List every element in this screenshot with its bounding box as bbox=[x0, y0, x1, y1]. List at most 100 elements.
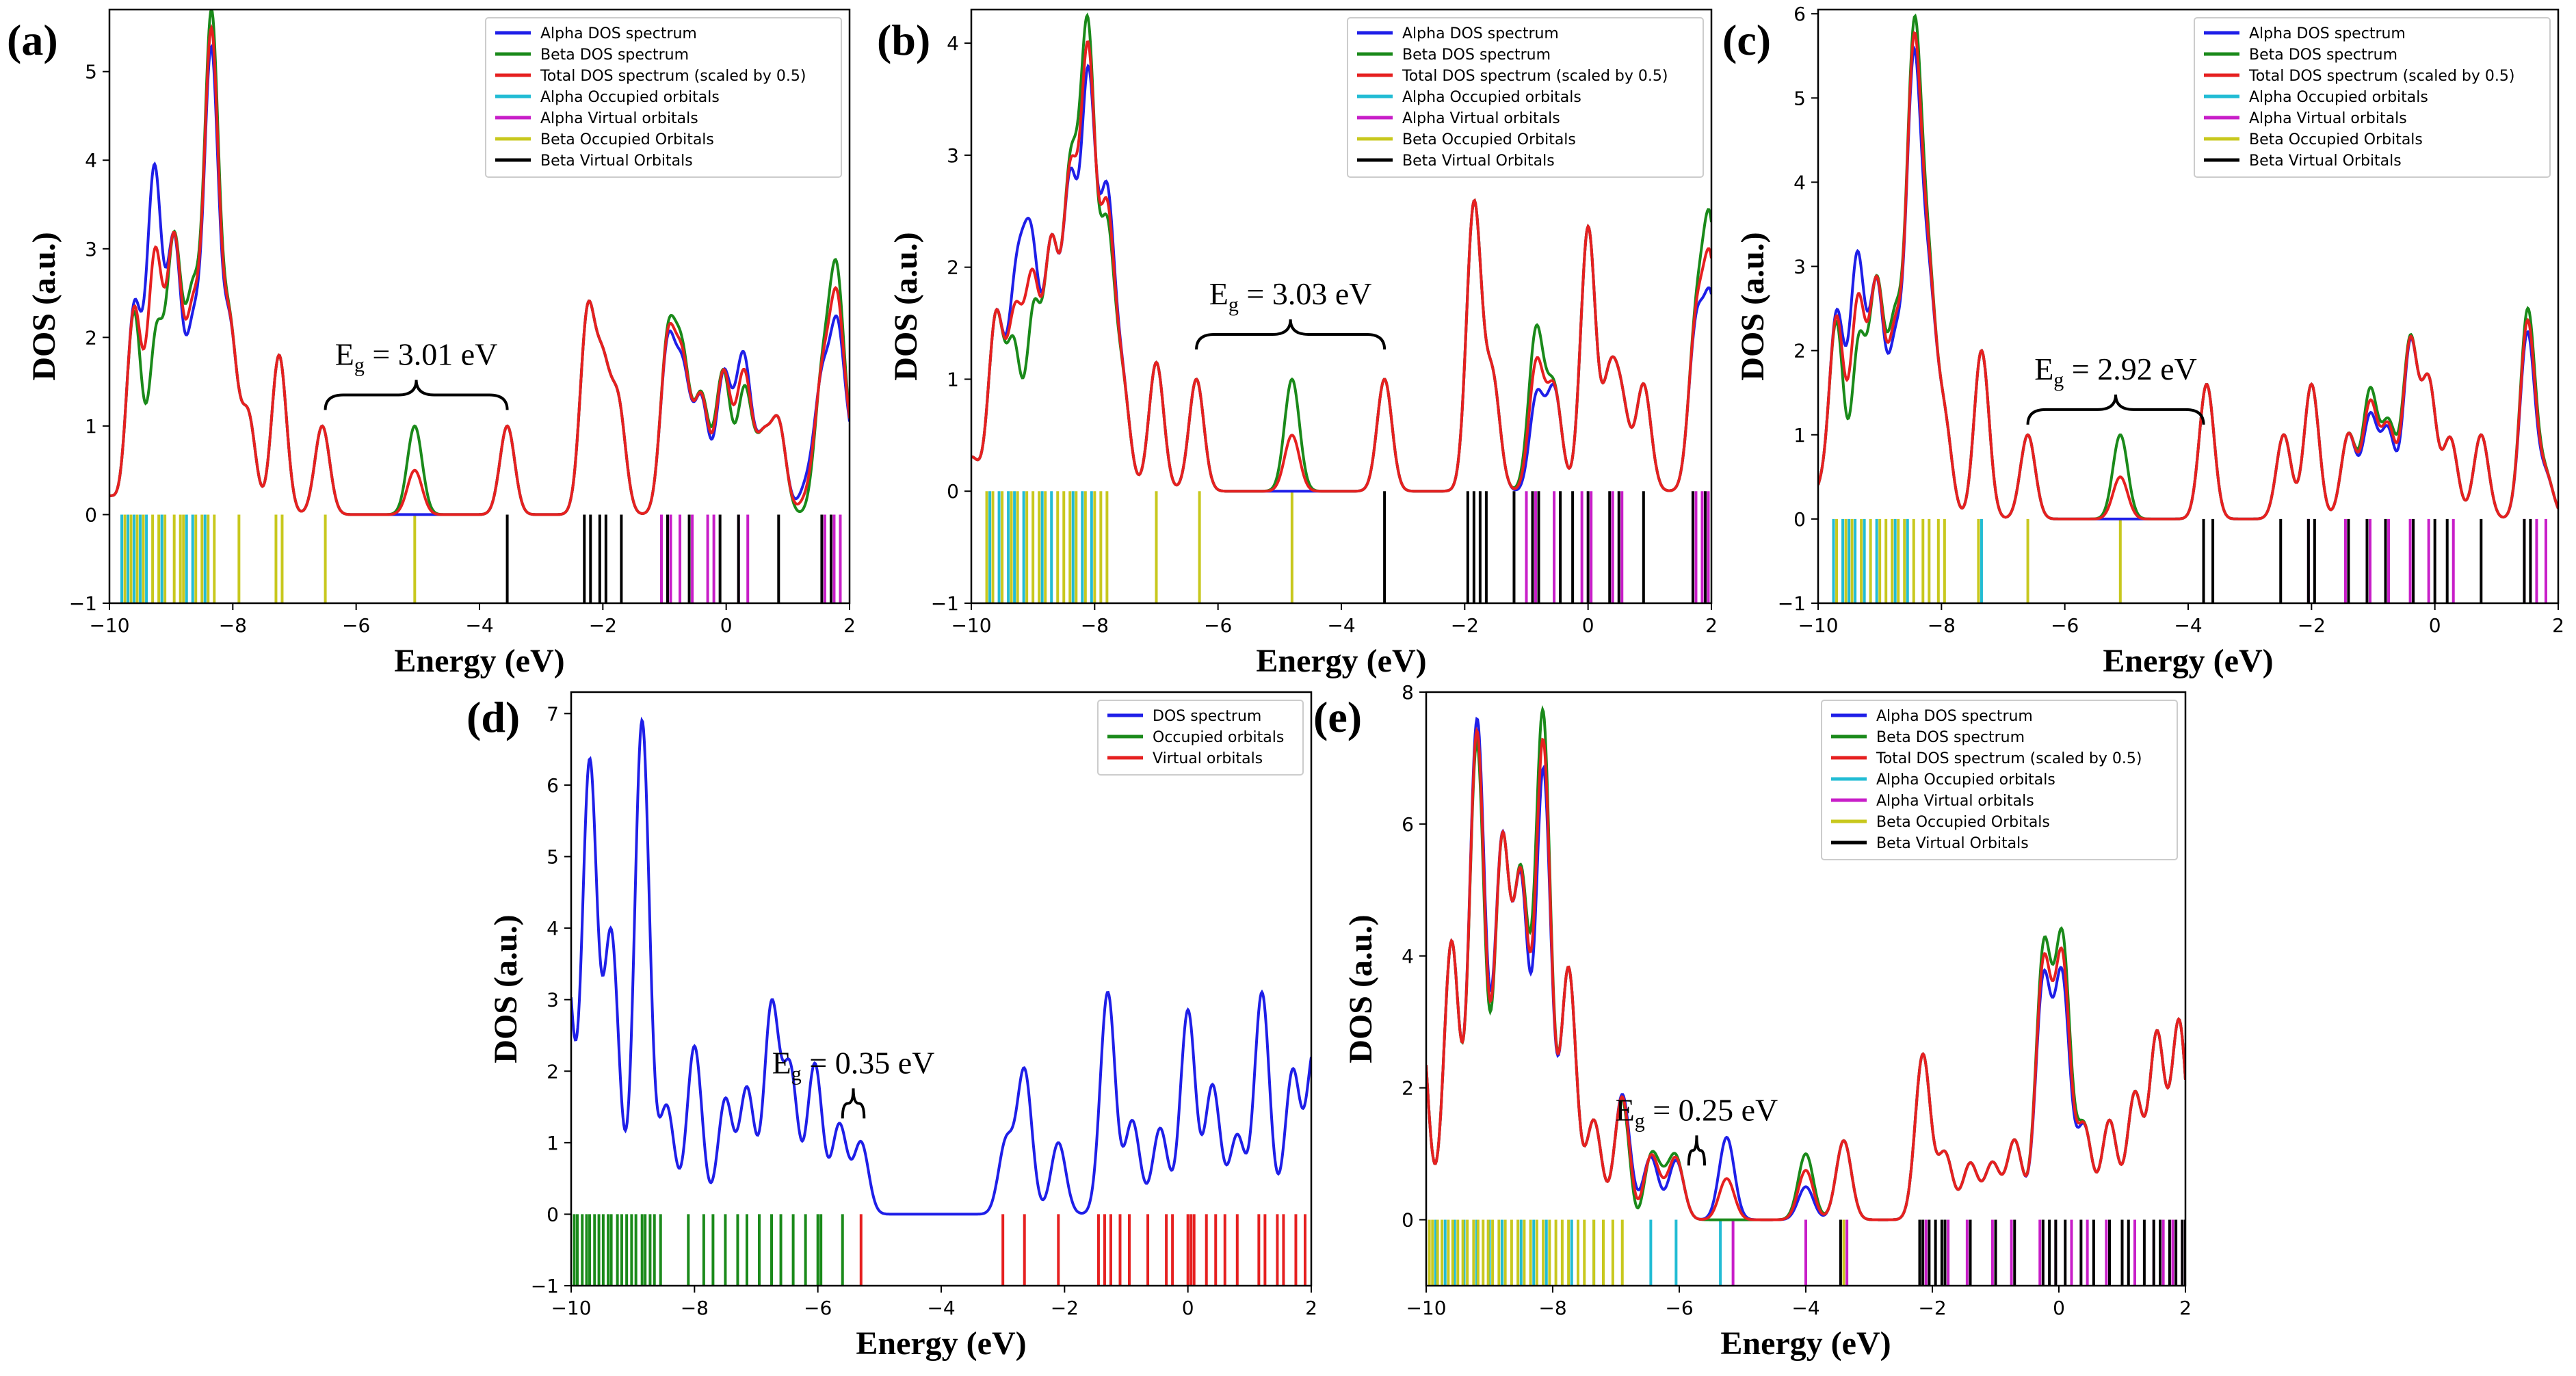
legend-entry: Alpha Occupied orbitals bbox=[540, 89, 720, 106]
legend-entry: Beta Virtual Orbitals bbox=[2249, 153, 2402, 170]
legend-box bbox=[1347, 17, 1704, 178]
y-tick-label: 4 bbox=[947, 32, 959, 55]
x-tick-label: −8 bbox=[219, 614, 247, 637]
plot-area bbox=[109, 10, 850, 603]
x-tick-label: −4 bbox=[927, 1297, 955, 1319]
legend-entry: Alpha Virtual orbitals bbox=[540, 110, 698, 127]
y-tick-label: 2 bbox=[1402, 1077, 1414, 1100]
x-tick-label: 2 bbox=[2552, 614, 2564, 637]
x-axis-title: Energy (eV) bbox=[394, 643, 564, 679]
panel-letter-c: (c) bbox=[1722, 16, 1772, 64]
y-tick-label: 3 bbox=[85, 238, 97, 261]
legend: Alpha DOS spectrum Beta DOS spectrum Total… bbox=[2194, 17, 2551, 178]
legend-entry: Total DOS spectrum (scaled by 0.5) bbox=[2248, 68, 2514, 85]
legend-entry: Beta DOS spectrum bbox=[1876, 729, 2025, 746]
y-tick-label: 1 bbox=[85, 415, 97, 438]
legend-entry: Alpha Virtual orbitals bbox=[1402, 110, 1560, 127]
plot-area bbox=[1818, 13, 2558, 603]
y-tick-label: 2 bbox=[1793, 340, 1806, 362]
legend-entry: Alpha Occupied orbitals bbox=[2249, 89, 2428, 106]
x-axis-title: Energy (eV) bbox=[856, 1325, 1026, 1362]
y-tick-label: 1 bbox=[947, 368, 959, 391]
legend-box bbox=[485, 17, 842, 178]
x-tick-label: −4 bbox=[465, 614, 493, 637]
x-axis-title: Energy (eV) bbox=[1720, 1325, 1891, 1362]
y-axis-title: DOS (a.u.) bbox=[1343, 914, 1379, 1063]
legend-entry: Beta DOS spectrum bbox=[540, 47, 689, 64]
legend-entry: Alpha Virtual orbitals bbox=[2249, 110, 2407, 127]
band-gap-value: 3.03 eV bbox=[1272, 276, 1372, 311]
legend-entry: Alpha DOS spectrum bbox=[540, 25, 697, 42]
band-gap-bracket bbox=[1687, 1135, 1706, 1166]
y-tick-label: 5 bbox=[85, 61, 97, 83]
x-tick-label: −6 bbox=[2051, 614, 2079, 637]
y-axis-title: DOS (a.u.) bbox=[488, 914, 524, 1063]
band-gap-value: 0.25 eV bbox=[1679, 1092, 1778, 1127]
y-tick-label: −1 bbox=[69, 592, 97, 615]
legend-entry: Alpha DOS spectrum bbox=[1402, 25, 1559, 42]
x-tick-label: −8 bbox=[1081, 614, 1109, 637]
y-tick-label: 1 bbox=[1793, 424, 1806, 447]
x-tick-label: −8 bbox=[681, 1297, 709, 1319]
y-tick-label: 0 bbox=[85, 503, 97, 526]
y-tick-label: −1 bbox=[1778, 592, 1806, 615]
legend-box bbox=[2194, 17, 2551, 178]
y-tick-label: 0 bbox=[547, 1203, 559, 1226]
legend-entry: Virtual orbitals bbox=[1153, 750, 1263, 767]
series-line-total bbox=[1426, 726, 2185, 1221]
y-tick-label: 2 bbox=[947, 256, 959, 279]
x-tick-label: −8 bbox=[1928, 614, 1956, 637]
legend-entry: Beta Occupied Orbitals bbox=[1402, 131, 1576, 148]
band-gap-bracket bbox=[841, 1088, 866, 1119]
band-gap-value: 3.01 eV bbox=[398, 337, 498, 372]
panel-e: −10 −8 −6 −4 −2 0 2 0 2 4 6 8 Energy (eV) DOS (a.u.) A… bbox=[1343, 681, 2192, 1362]
band-gap-bracket bbox=[2026, 394, 2205, 425]
y-tick-label: 2 bbox=[547, 1060, 559, 1083]
y-tick-label: 1 bbox=[547, 1132, 559, 1154]
band-gap-bracket bbox=[324, 380, 509, 410]
band-gap-label: Eg = 0.35 eV bbox=[772, 1045, 935, 1085]
y-tick-label: 5 bbox=[1793, 87, 1806, 109]
x-tick-label: −2 bbox=[1451, 614, 1479, 637]
x-tick-label: −6 bbox=[342, 614, 370, 637]
y-tick-label: 6 bbox=[1402, 813, 1414, 836]
y-tick-label: −1 bbox=[931, 592, 959, 615]
plot-area bbox=[971, 12, 1711, 603]
legend-entry: Beta Occupied Orbitals bbox=[1876, 814, 2050, 831]
legend-entry: Alpha DOS spectrum bbox=[2249, 25, 2406, 42]
legend-entry: Beta Occupied Orbitals bbox=[2249, 131, 2423, 148]
x-tick-label: −10 bbox=[951, 614, 991, 637]
x-tick-label: 0 bbox=[1582, 614, 1594, 637]
legend-entry: Beta Virtual Orbitals bbox=[540, 153, 693, 170]
x-tick-label: −4 bbox=[1327, 614, 1355, 637]
series-line-total bbox=[109, 24, 850, 516]
x-tick-label: 0 bbox=[1182, 1297, 1194, 1319]
band-gap-label: Eg = 3.03 eV bbox=[1209, 276, 1372, 316]
y-tick-label: 5 bbox=[547, 846, 559, 869]
x-tick-label: −6 bbox=[1665, 1297, 1693, 1319]
plot-frame bbox=[570, 691, 1313, 1287]
y-tick-label: 4 bbox=[1793, 171, 1806, 194]
x-tick-label: 2 bbox=[843, 614, 856, 637]
legend-entry: Beta DOS spectrum bbox=[1402, 47, 1551, 64]
y-axis-title: DOS (a.u.) bbox=[26, 232, 62, 380]
x-tick-label: −10 bbox=[89, 614, 129, 637]
y-tick-label: 8 bbox=[1402, 681, 1414, 704]
plot-area bbox=[571, 716, 1311, 1286]
x-axis-title: Energy (eV) bbox=[2103, 643, 2273, 679]
x-tick-label: −8 bbox=[1538, 1297, 1566, 1319]
legend: DOS spectrum Occupied orbitals Virtual orb… bbox=[1097, 700, 1304, 776]
y-tick-label: 4 bbox=[1402, 945, 1414, 968]
legend-entry: Beta Virtual Orbitals bbox=[1876, 835, 2029, 852]
x-tick-label: 2 bbox=[1705, 614, 1718, 637]
y-tick-label: 3 bbox=[1793, 256, 1806, 278]
y-tick-label: 0 bbox=[1402, 1209, 1414, 1232]
panel-letter-d: (d) bbox=[466, 693, 521, 741]
legend-box bbox=[1097, 700, 1304, 776]
legend-entry: Alpha DOS spectrum bbox=[1876, 708, 2033, 725]
series-line-total bbox=[1818, 31, 2558, 520]
